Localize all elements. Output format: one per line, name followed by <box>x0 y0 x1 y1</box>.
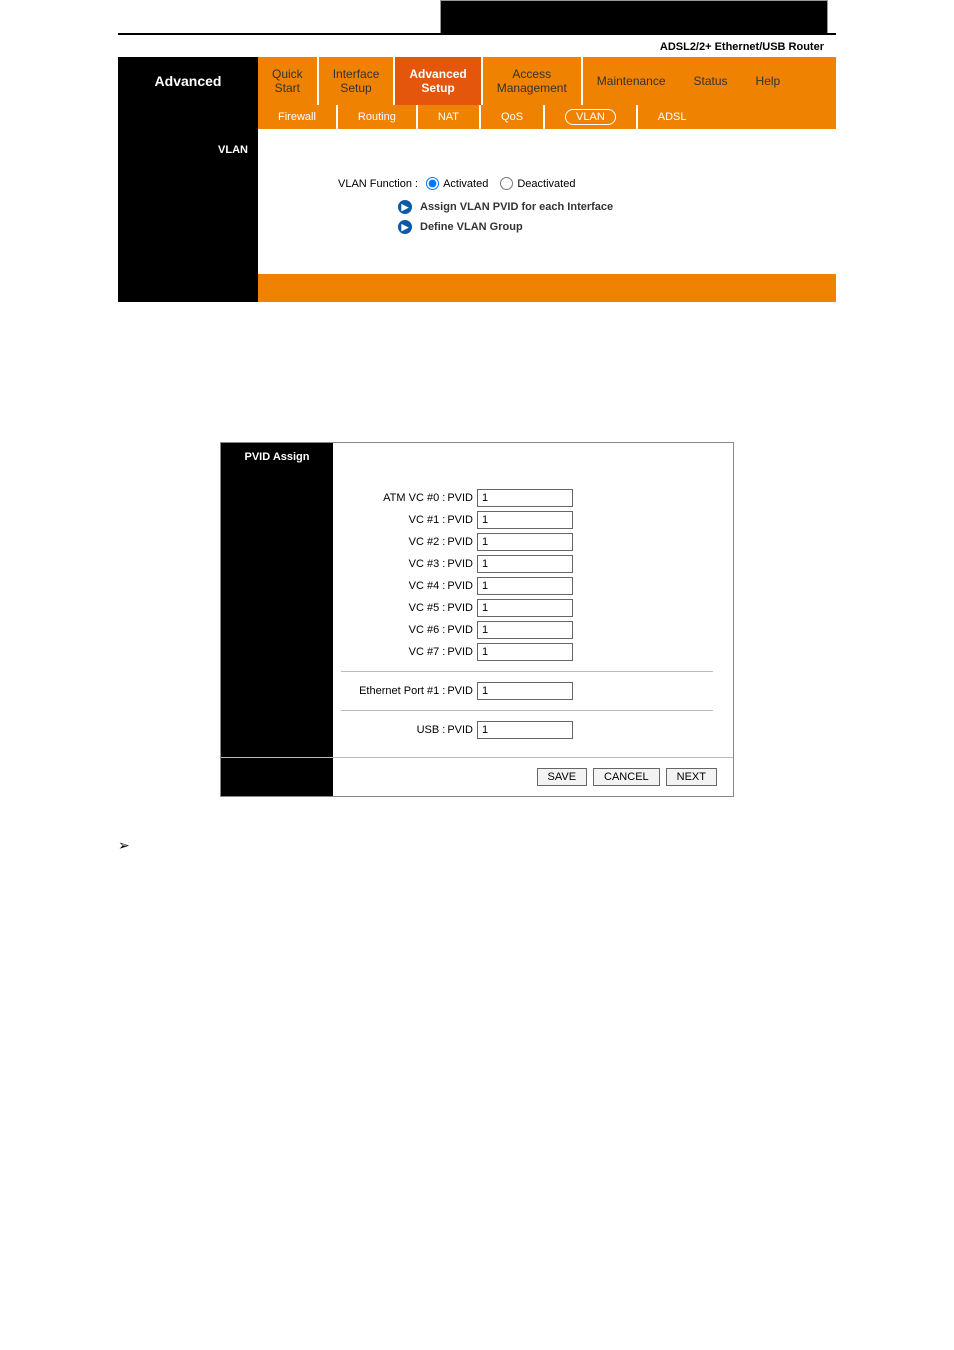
pvid-input-vc[interactable] <box>477 643 573 661</box>
vlan-function-label: VLAN Function : <box>338 178 418 190</box>
pvid-label: VC #4 : <box>409 580 446 592</box>
radio-label: Activated <box>443 178 488 190</box>
save-button[interactable]: SAVE <box>537 768 588 786</box>
pvid-text: PVID <box>447 558 473 570</box>
pvid-label: VC #1 : <box>409 514 446 526</box>
router-model-label: ADSL2/2+ Ethernet/USB Router <box>0 35 954 57</box>
subtab-label: Firewall <box>278 111 316 123</box>
subtab-label: NAT <box>438 111 459 123</box>
tab-advanced-setup[interactable]: Advanced Setup <box>395 57 482 105</box>
pvid-label: VC #2 : <box>409 536 446 548</box>
link-label: Define VLAN Group <box>420 221 523 233</box>
divider <box>341 671 713 672</box>
tab-label: Setup <box>340 81 371 95</box>
tab-label: Help <box>756 74 781 88</box>
tab-label: Maintenance <box>597 74 666 88</box>
pvid-row-vc: VC #5 :PVID <box>341 599 713 617</box>
tab-label: Interface <box>333 67 380 81</box>
arrow-bullet-icon: ▶ <box>398 200 412 214</box>
pvid-input-vc[interactable] <box>477 511 573 529</box>
subtab-label: ADSL <box>658 111 687 123</box>
radio-label: Deactivated <box>517 178 575 190</box>
pvid-text: PVID <box>447 536 473 548</box>
pvid-input-vc[interactable] <box>477 533 573 551</box>
pvid-row-vc: VC #6 :PVID <box>341 621 713 639</box>
pvid-row-usb: USB : PVID <box>341 721 713 739</box>
pvid-input-vc[interactable] <box>477 577 573 595</box>
radio-deactivated[interactable]: Deactivated <box>500 177 575 190</box>
tab-label: Management <box>497 81 567 95</box>
pvid-text: PVID <box>447 624 473 636</box>
subtab-label: QoS <box>501 111 523 123</box>
tab-label: Setup <box>421 81 454 95</box>
pvid-text: PVID <box>447 685 473 697</box>
pvid-text: PVID <box>447 514 473 526</box>
pvid-input-vc[interactable] <box>477 555 573 573</box>
footer-bar <box>258 274 836 302</box>
radio-activated[interactable]: Activated <box>426 177 488 190</box>
subtab-adsl[interactable]: ADSL <box>638 105 707 129</box>
divider <box>341 710 713 711</box>
pvid-input-ethernet[interactable] <box>477 682 573 700</box>
radio-deactivated-input[interactable] <box>500 177 513 190</box>
pvid-label: ATM VC #0 : <box>383 492 445 504</box>
bullet-chevron-icon: ➢ <box>118 837 954 854</box>
pvid-text: PVID <box>447 492 473 504</box>
pvid-row-vc: VC #4 :PVID <box>341 577 713 595</box>
link-assign-pvid[interactable]: ▶ Assign VLAN PVID for each Interface <box>398 200 816 214</box>
subtab-label: Routing <box>358 111 396 123</box>
pvid-assign-title: PVID Assign <box>221 443 333 471</box>
subtab-qos[interactable]: QoS <box>481 105 545 129</box>
link-label: Assign VLAN PVID for each Interface <box>420 201 613 213</box>
pvid-label: VC #7 : <box>409 646 446 658</box>
tab-access-management[interactable]: Access Management <box>483 57 583 105</box>
tab-label: Start <box>275 81 300 95</box>
tab-label: Status <box>694 74 728 88</box>
pvid-label: Ethernet Port #1 : <box>359 685 445 697</box>
subtab-nat[interactable]: NAT <box>418 105 481 129</box>
pvid-row-vc: VC #7 :PVID <box>341 643 713 661</box>
tab-quick-start[interactable]: Quick Start <box>258 57 319 105</box>
subtab-label: VLAN <box>565 109 616 125</box>
pvid-label: USB : <box>417 724 446 736</box>
top-black-bar <box>440 0 828 33</box>
tab-label: Advanced <box>409 67 466 81</box>
next-button[interactable]: NEXT <box>666 768 717 786</box>
tab-maintenance[interactable]: Maintenance <box>583 57 680 105</box>
pvid-row-vc: VC #1 :PVID <box>341 511 713 529</box>
tab-interface-setup[interactable]: Interface Setup <box>319 57 396 105</box>
radio-activated-input[interactable] <box>426 177 439 190</box>
main-tabbar: Advanced Quick Start Interface Setup Adv… <box>118 57 836 105</box>
pvid-text: PVID <box>447 646 473 658</box>
arrow-bullet-icon: ▶ <box>398 220 412 234</box>
page-title: Advanced <box>118 57 258 105</box>
subtab-firewall[interactable]: Firewall <box>258 105 338 129</box>
pvid-input-usb[interactable] <box>477 721 573 739</box>
section-vlan-title: VLAN <box>118 139 258 161</box>
pvid-input-vc[interactable] <box>477 621 573 639</box>
pvid-text: PVID <box>447 602 473 614</box>
subtab-vlan[interactable]: VLAN <box>545 105 638 129</box>
pvid-label: VC #6 : <box>409 624 446 636</box>
tab-label: Quick <box>272 67 303 81</box>
pvid-row-ethernet: Ethernet Port #1 : PVID <box>341 682 713 700</box>
pvid-label: VC #3 : <box>409 558 446 570</box>
pvid-row-vc: ATM VC #0 :PVID <box>341 489 713 507</box>
cancel-button[interactable]: CANCEL <box>593 768 660 786</box>
tab-status[interactable]: Status <box>680 57 742 105</box>
tab-help[interactable]: Help <box>742 57 795 105</box>
pvid-input-vc[interactable] <box>477 489 573 507</box>
pvid-assign-panel: PVID Assign ATM VC #0 :PVIDVC #1 :PVIDVC… <box>220 442 734 797</box>
pvid-row-vc: VC #2 :PVID <box>341 533 713 551</box>
sub-tabbar: Firewall Routing NAT QoS VLAN ADSL <box>118 105 836 129</box>
pvid-text: PVID <box>447 724 473 736</box>
link-define-vlan-group[interactable]: ▶ Define VLAN Group <box>398 220 816 234</box>
tab-label: Access <box>512 67 551 81</box>
subtab-routing[interactable]: Routing <box>338 105 418 129</box>
pvid-label: VC #5 : <box>409 602 446 614</box>
pvid-text: PVID <box>447 580 473 592</box>
pvid-input-vc[interactable] <box>477 599 573 617</box>
pvid-row-vc: VC #3 :PVID <box>341 555 713 573</box>
